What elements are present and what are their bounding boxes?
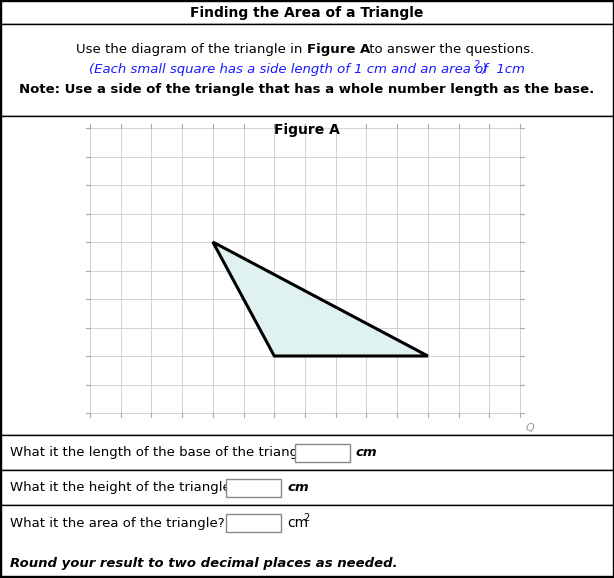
Text: 2: 2 xyxy=(474,60,480,70)
Text: Q: Q xyxy=(526,423,535,433)
Text: cm: cm xyxy=(356,446,378,459)
Bar xyxy=(1,24,613,116)
Text: Finding the Area of a Triangle: Finding the Area of a Triangle xyxy=(190,6,424,20)
Bar xyxy=(1,1,613,24)
Bar xyxy=(1,435,613,470)
Text: Figure A: Figure A xyxy=(307,43,370,57)
Text: 2: 2 xyxy=(303,513,309,523)
Text: (Each small square has a side length of 1 cm and an area of  1cm: (Each small square has a side length of … xyxy=(89,64,525,76)
Text: cm: cm xyxy=(287,516,308,530)
Text: What it the height of the triangle?: What it the height of the triangle? xyxy=(10,481,238,494)
Text: Note: Use a side of the triangle that has a whole number length as the base.: Note: Use a side of the triangle that ha… xyxy=(20,83,594,97)
Bar xyxy=(226,514,281,532)
Polygon shape xyxy=(213,242,428,356)
Text: to answer the questions.: to answer the questions. xyxy=(365,43,534,57)
Text: cm: cm xyxy=(287,481,309,494)
Bar xyxy=(1,116,613,435)
Text: .): .) xyxy=(478,64,488,76)
Text: What it the area of the triangle?: What it the area of the triangle? xyxy=(10,517,225,529)
Bar xyxy=(295,443,350,461)
Bar xyxy=(90,128,520,413)
Bar xyxy=(1,470,613,505)
Text: Round your result to two decimal places as needed.: Round your result to two decimal places … xyxy=(10,558,398,570)
Text: What it the length of the base of the triangle?: What it the length of the base of the tr… xyxy=(10,446,317,459)
Bar xyxy=(1,505,613,576)
Text: Use the diagram of the triangle in: Use the diagram of the triangle in xyxy=(76,43,307,57)
Text: Figure A: Figure A xyxy=(274,123,340,137)
Bar xyxy=(226,479,281,497)
